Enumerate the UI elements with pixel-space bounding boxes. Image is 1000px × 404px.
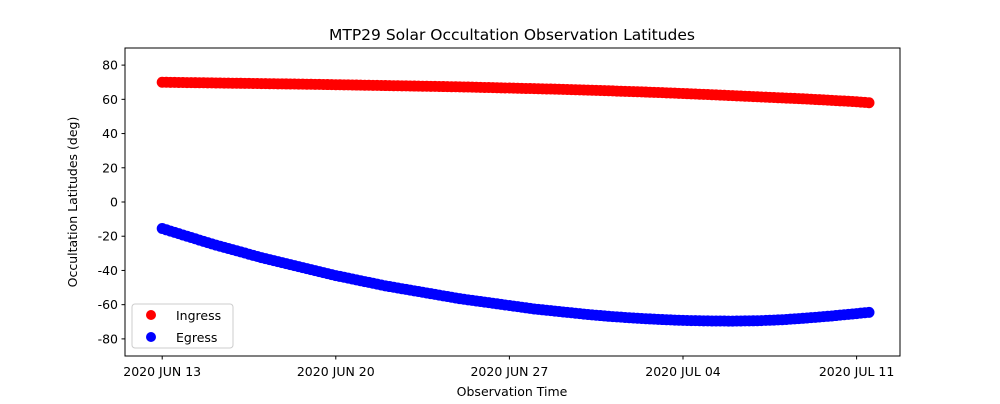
y-tick-label: 80: [102, 58, 118, 73]
x-tick-label: 2020 JUL 11: [819, 364, 894, 379]
x-tick-label: 2020 JUL 04: [645, 364, 721, 379]
legend-label-egress: Egress: [176, 330, 217, 345]
data-point-egress: [863, 306, 875, 318]
legend-label-ingress: Ingress: [176, 308, 221, 323]
y-axis-label: Occultation Latitudes (deg): [65, 117, 80, 288]
y-tick-label: -40: [98, 263, 118, 278]
legend-marker-ingress: [146, 310, 156, 320]
data-point-ingress: [863, 97, 875, 109]
y-tick-label: 0: [110, 195, 118, 210]
y-tick-label: 60: [102, 92, 118, 107]
legend-marker-egress: [146, 332, 156, 342]
x-tick-label: 2020 JUN 13: [123, 364, 201, 379]
series-ingress: [156, 76, 875, 109]
x-tick-label: 2020 JUN 20: [297, 364, 375, 379]
data-marks: [156, 76, 875, 327]
y-tick-label: 40: [102, 126, 118, 141]
x-axis-label: Observation Time: [457, 384, 568, 399]
series-egress: [156, 223, 875, 327]
y-axis: 80 60 40 20 0 -20 -40 -60 -80: [98, 58, 125, 346]
y-tick-label: -80: [98, 331, 118, 346]
y-tick-label: -60: [98, 297, 118, 312]
legend-box: [131, 303, 234, 349]
x-axis: 2020 JUN 13 2020 JUN 20 2020 JUN 27 2020 JU…: [123, 356, 894, 379]
x-tick-label: 2020 JUN 27: [470, 364, 548, 379]
y-tick-label: 20: [102, 160, 118, 175]
legend: Ingress Egress: [131, 303, 234, 349]
chart-title: MTP29 Solar Occultation Observation Lati…: [329, 26, 695, 44]
y-tick-label: -20: [98, 229, 118, 244]
